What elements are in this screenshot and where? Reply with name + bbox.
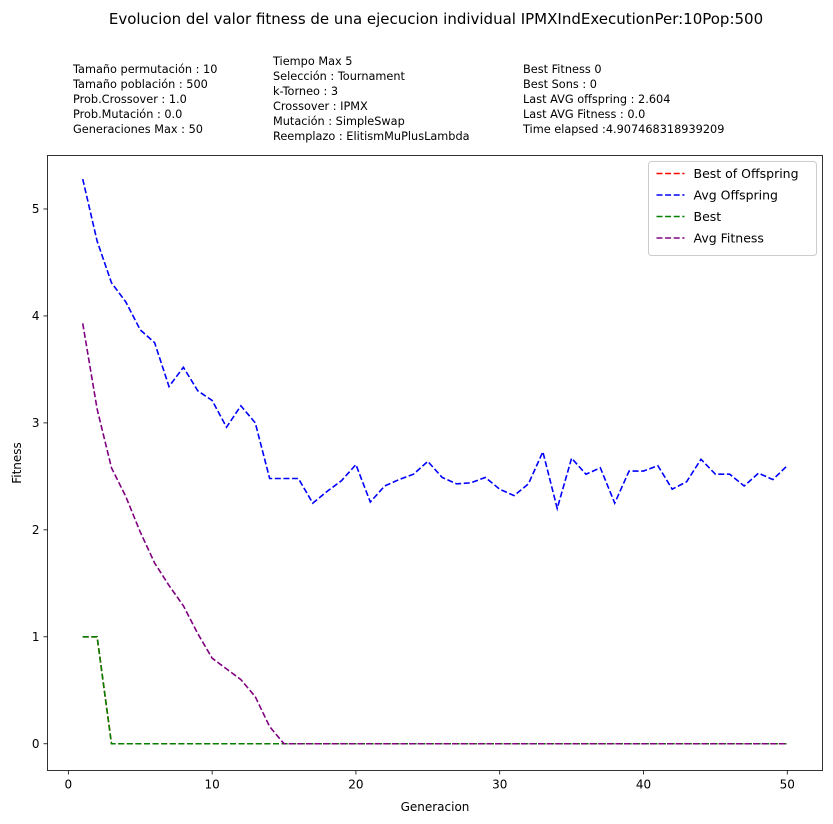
y-tick-label: 3 <box>32 416 40 430</box>
info-line: Prob.Crossover : 1.0 <box>73 93 187 106</box>
x-tick-label: 40 <box>636 778 651 792</box>
series-line-avg-fitness <box>81 323 788 745</box>
info-line: Mutación : SimpleSwap <box>273 115 405 128</box>
legend: Best of Offspring Avg Offspring Best Avg Fi… <box>648 161 817 256</box>
info-line: Last AVG Fitness : 0.0 <box>523 108 645 121</box>
x-tick-label: 50 <box>780 778 795 792</box>
info-line: Tamaño permutación : 10 <box>72 63 217 76</box>
info-line: Tiempo Max 5 <box>272 55 352 68</box>
x-tick-label: 30 <box>492 778 507 792</box>
x-tick-label: 0 <box>65 778 73 792</box>
y-tick-label: 2 <box>32 523 40 537</box>
series-line-best <box>82 635 788 745</box>
info-line: Reemplazo : ElitismMuPlusLambda <box>273 130 470 143</box>
info-line: Prob.Mutación : 0.0 <box>73 108 182 121</box>
x-tick-label: 20 <box>348 778 363 792</box>
legend-label: Avg Offspring <box>694 188 779 203</box>
legend-label: Best of Offspring <box>694 166 799 181</box>
x-axis-label: Generacion <box>401 800 470 814</box>
y-tick-label: 0 <box>32 737 40 751</box>
series-line-best-of-offspring <box>82 635 788 745</box>
y-tick-label: 4 <box>32 309 40 323</box>
plot-frame <box>47 155 823 771</box>
info-line: k-Torneo : 3 <box>273 85 338 98</box>
info-line: Best Sons : 0 <box>523 78 597 91</box>
info-line: Crossover : IPMX <box>273 100 368 113</box>
legend-label: Avg Fitness <box>694 231 764 246</box>
x-tick-label: 10 <box>204 778 219 792</box>
info-line: Time elapsed :4.907468318939209 <box>522 123 724 136</box>
plot-area: 0 10 20 30 40 50 0 1 2 3 4 5 <box>32 155 823 792</box>
info-line: Selección : Tournament <box>273 70 406 83</box>
info-line: Generaciones Max : 50 <box>73 123 203 136</box>
legend-box <box>648 161 817 256</box>
series-line-avg-offspring <box>81 178 788 512</box>
y-tick-label: 5 <box>32 202 40 216</box>
info-line: Last AVG offspring : 2.604 <box>523 93 670 106</box>
x-axis-ticks: 0 10 20 30 40 50 <box>65 770 795 792</box>
y-tick-label: 1 <box>32 630 40 644</box>
legend-label: Best <box>694 209 722 224</box>
y-axis-label: Fitness <box>10 442 24 484</box>
info-line: Tamaño población : 500 <box>72 78 208 91</box>
series-layer <box>81 178 788 745</box>
run-info-block: Tamaño permutación : 10 Tamaño población … <box>72 55 724 143</box>
y-axis-ticks: 0 1 2 3 4 5 <box>32 202 48 751</box>
info-line: Best Fitness 0 <box>523 63 602 76</box>
chart-title: Evolucion del valor fitness de una ejecu… <box>109 10 763 28</box>
